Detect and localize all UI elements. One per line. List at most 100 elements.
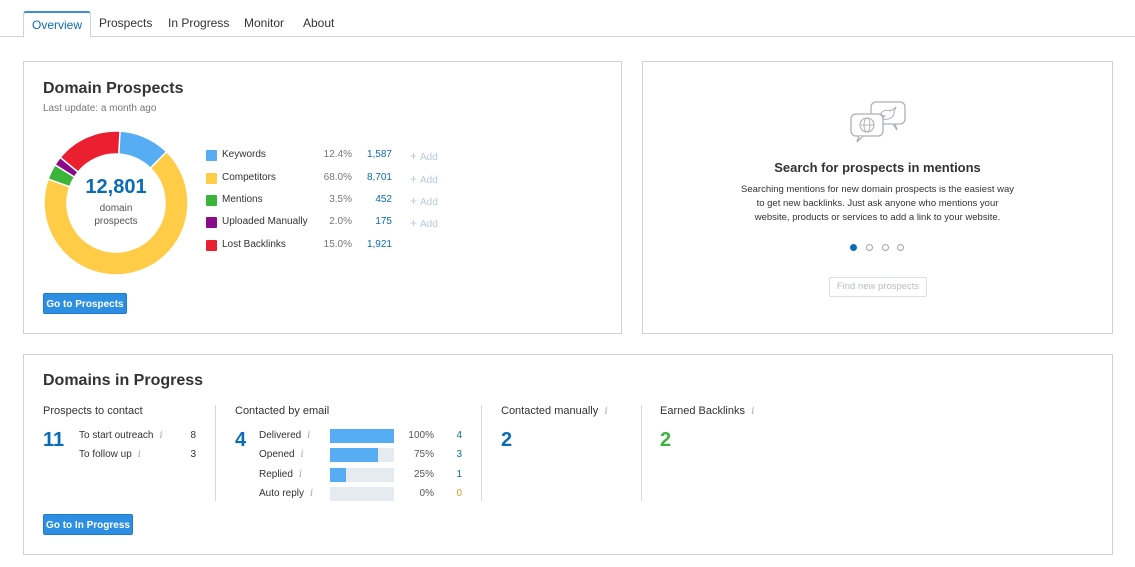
donut-slice-lost-backlinks [59, 130, 121, 174]
plus-icon: + [410, 172, 418, 186]
legend-row: Keywords 12.4% 1,587 + Add [206, 149, 446, 163]
add-link[interactable]: + Add [410, 149, 438, 163]
email-status-text: Auto reply [259, 488, 305, 499]
legend-value[interactable]: 175 [375, 216, 392, 227]
prospects-to-contact-title: Prospects to contact [43, 405, 143, 417]
legend-swatch [206, 217, 217, 228]
legend-percent: 12.4% [323, 149, 352, 160]
email-progress-fill [330, 448, 378, 462]
earned-backlinks-title: Earned Backlinks i [660, 405, 754, 417]
to-start-outreach-value[interactable]: 8 [190, 430, 196, 441]
to-start-outreach-label: To start outreach i [79, 430, 163, 441]
plus-icon: + [410, 149, 418, 163]
column-divider [481, 405, 482, 501]
domain-prospects-title: Domain Prospects [43, 80, 184, 97]
legend-swatch [206, 150, 217, 161]
domains-in-progress-title: Domains in Progress [43, 372, 204, 389]
mentions-description-line: to get new backlinks. Just ask anyone wh… [756, 198, 999, 209]
legend-value[interactable]: 8,701 [366, 172, 392, 183]
legend-row: Competitors 68.0% 8,701 + Add [206, 172, 446, 186]
carousel-dot-1[interactable] [850, 244, 857, 251]
contacted-by-email-count: 4 [235, 429, 247, 451]
email-status-percent: 0% [419, 488, 434, 499]
email-status-value[interactable]: 0 [456, 488, 462, 499]
prospects-to-contact-count: 11 [43, 429, 65, 451]
donut-slice-competitors [43, 150, 189, 276]
email-status-label: Opened i [259, 449, 304, 460]
email-status-value[interactable]: 4 [456, 430, 462, 441]
total-label-line-1: domain [99, 203, 133, 214]
to-follow-up-text: To follow up [79, 449, 132, 460]
email-progress-bar [330, 448, 394, 462]
total-label-line-2: prospects [94, 216, 138, 227]
total-prospects-count: 12,801 [85, 176, 147, 198]
mentions-title: Search for prospects in mentions [774, 160, 981, 175]
tab-monitor[interactable]: Monitor [244, 16, 285, 30]
email-status-percent: 100% [408, 430, 434, 441]
legend-percent: 15.0% [323, 239, 352, 250]
legend-row: Mentions 3.5% 452 + Add [206, 194, 446, 208]
email-status-text: Opened [259, 449, 295, 460]
email-status-percent: 25% [413, 469, 434, 480]
email-status-label: Replied i [259, 469, 302, 480]
column-divider [215, 405, 216, 501]
tab-prospects[interactable]: Prospects [99, 16, 153, 30]
add-link-label: Add [420, 197, 438, 208]
info-icon[interactable]: i [295, 469, 303, 480]
email-status-value[interactable]: 1 [456, 469, 462, 480]
add-link-label: Add [420, 219, 438, 230]
email-status-value[interactable]: 3 [456, 449, 462, 460]
to-follow-up-value[interactable]: 3 [190, 449, 196, 460]
go-to-prospects-button[interactable]: Go to Prospects [43, 293, 127, 314]
plus-icon: + [410, 194, 418, 208]
email-progress-bar [330, 487, 394, 501]
go-to-in-progress-button[interactable]: Go to In Progress [43, 514, 133, 535]
domains-in-progress-card: Domains in Progress Prospects to contact… [23, 354, 1113, 555]
legend-swatch [206, 173, 217, 184]
tab-bar: Overview Prospects In Progress Monitor A… [0, 0, 1135, 38]
legend-swatch [206, 240, 217, 251]
tab-in-progress[interactable]: In Progress [168, 16, 230, 30]
last-update: Last update: a month ago [43, 103, 157, 114]
email-status-percent: 75% [413, 449, 434, 460]
add-link[interactable]: + Add [410, 194, 438, 208]
legend-percent: 68.0% [323, 172, 352, 183]
info-icon[interactable]: i [156, 430, 163, 441]
find-new-prospects-button[interactable]: Find new prospects [829, 277, 927, 297]
info-icon[interactable]: i [304, 430, 311, 441]
legend-percent: 2.0% [329, 216, 352, 227]
to-start-outreach-text: To start outreach [79, 430, 154, 441]
column-divider [641, 405, 642, 501]
legend-value[interactable]: 1,587 [366, 149, 392, 160]
legend-label: Keywords [222, 149, 266, 160]
legend-swatch [206, 195, 217, 206]
mentions-description-line: website, products or services to add a l… [754, 212, 1001, 223]
info-icon[interactable]: i [601, 406, 608, 417]
legend-label: Competitors [222, 172, 276, 183]
info-icon[interactable]: i [134, 449, 141, 460]
info-icon[interactable]: i [748, 406, 755, 417]
add-link-label: Add [420, 175, 438, 186]
tab-about[interactable]: About [303, 16, 335, 30]
earned-backlinks-count: 2 [660, 429, 672, 451]
carousel-dot-2[interactable] [866, 244, 873, 251]
add-link[interactable]: + Add [410, 216, 438, 230]
carousel-dot-3[interactable] [882, 244, 889, 251]
email-progress-bar [330, 468, 394, 482]
legend-value[interactable]: 1,921 [366, 239, 392, 250]
plus-icon: + [410, 216, 418, 230]
legend-value[interactable]: 452 [375, 194, 392, 205]
email-status-label: Auto reply i [259, 488, 313, 499]
mentions-card: Search for prospects in mentions Searchi… [642, 61, 1113, 334]
tab-overview[interactable]: Overview [23, 11, 92, 38]
contacted-manually-title: Contacted manually i [501, 405, 608, 417]
contacted-manually-count: 2 [501, 429, 513, 451]
info-icon[interactable]: i [306, 488, 314, 499]
carousel-dot-4[interactable] [897, 244, 904, 251]
legend-row: Lost Backlinks 15.0% 1,921 [206, 239, 446, 253]
add-link[interactable]: + Add [410, 172, 438, 186]
contacted-by-email-title: Contacted by email [235, 405, 330, 417]
contacted-manually-text: Contacted manually [501, 405, 599, 417]
email-status-text: Delivered [259, 430, 302, 441]
info-icon[interactable]: i [297, 449, 304, 460]
